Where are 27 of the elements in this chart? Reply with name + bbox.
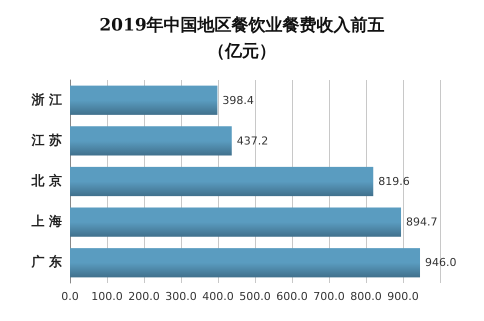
bar [70, 126, 232, 156]
x-tick-label: 800.0 [350, 290, 382, 303]
x-tick-label: 500.0 [239, 290, 271, 303]
y-tick-label: 北 京 [30, 173, 62, 189]
x-tick-label: 700.0 [313, 290, 345, 303]
data-label: 946.0 [425, 256, 457, 270]
bar [70, 166, 374, 196]
data-label: 398.4 [222, 94, 254, 107]
chart-title: 2019年中国地区餐饮业餐费收入前五 [99, 16, 385, 36]
bar [70, 248, 420, 278]
y-tick-label: 广 东 [30, 254, 62, 270]
y-tick-label: 江 苏 [30, 133, 62, 148]
bar [70, 207, 402, 237]
data-label: 894.7 [406, 216, 438, 229]
x-tick-label: 200.0 [128, 290, 160, 303]
bar [70, 86, 218, 115]
x-tick-label: 100.0 [91, 290, 123, 303]
data-label: 819.6 [378, 175, 410, 188]
x-tick-label: 300.0 [165, 290, 197, 303]
chart-subtitle: （亿元） [208, 42, 276, 62]
data-label: 437.2 [236, 134, 268, 148]
y-tick-label: 上 海 [30, 214, 62, 230]
x-tick-label: 0.0 [61, 290, 79, 303]
x-tick-label: 600.0 [276, 290, 308, 303]
x-tick-label: 400.0 [202, 290, 234, 303]
x-tick-label: 900.0 [387, 290, 419, 303]
y-tick-label: 浙 江 [30, 92, 62, 108]
